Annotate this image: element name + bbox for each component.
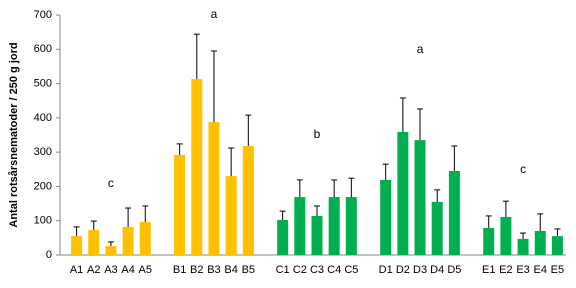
error-bar bbox=[399, 97, 406, 132]
bar bbox=[517, 238, 529, 255]
bar bbox=[277, 220, 289, 255]
annotation: a bbox=[417, 42, 424, 56]
bar bbox=[294, 197, 306, 255]
error-bar bbox=[331, 179, 338, 198]
x-tick-label: B4 bbox=[224, 264, 237, 276]
x-tick-label: A4 bbox=[121, 264, 134, 276]
bar bbox=[328, 197, 340, 255]
error-bar bbox=[142, 205, 149, 223]
annotation: c bbox=[520, 162, 526, 176]
bar bbox=[88, 229, 100, 255]
y-tick-label: 100 bbox=[34, 215, 52, 227]
bar bbox=[105, 246, 117, 255]
bar bbox=[71, 236, 83, 255]
bar bbox=[242, 145, 254, 255]
bar bbox=[483, 227, 495, 255]
x-tick-label: B5 bbox=[242, 264, 255, 276]
bar bbox=[208, 121, 220, 255]
error-bar bbox=[176, 143, 183, 155]
y-tick-label: 300 bbox=[34, 146, 52, 158]
error-bar bbox=[417, 108, 424, 141]
x-tick-label: A3 bbox=[104, 264, 117, 276]
bar bbox=[414, 140, 426, 255]
bar bbox=[534, 231, 546, 255]
x-tick-label: A1 bbox=[70, 264, 83, 276]
y-tick-label: 700 bbox=[34, 9, 52, 21]
x-tick-label: B2 bbox=[190, 264, 203, 276]
y-tick-label: 600 bbox=[34, 43, 52, 55]
annotation: b bbox=[314, 127, 321, 141]
error-bar bbox=[279, 210, 286, 221]
annotation: c bbox=[108, 176, 114, 190]
error-bar bbox=[107, 241, 114, 247]
x-tick-label: C2 bbox=[293, 264, 307, 276]
bar bbox=[551, 236, 563, 255]
x-tick-label: A2 bbox=[87, 264, 100, 276]
y-tick-label: 0 bbox=[46, 249, 52, 261]
error-bar bbox=[502, 200, 509, 217]
error-bar bbox=[434, 189, 441, 202]
bar bbox=[380, 179, 392, 255]
x-tick-label: C1 bbox=[276, 264, 290, 276]
error-bar bbox=[90, 220, 97, 230]
error-bar bbox=[193, 33, 200, 80]
x-tick-label: E2 bbox=[499, 264, 512, 276]
x-tick-label: E1 bbox=[482, 264, 495, 276]
error-bar bbox=[228, 147, 235, 177]
x-tick-label: D5 bbox=[447, 264, 461, 276]
y-axis-title: Antal rotsårsnematoder / 250 g jord bbox=[8, 42, 20, 227]
bar bbox=[225, 176, 237, 255]
error-bar bbox=[382, 163, 389, 180]
x-tick-label: B1 bbox=[173, 264, 186, 276]
bar bbox=[191, 79, 203, 255]
bar bbox=[500, 216, 512, 255]
x-tick-label: E5 bbox=[551, 264, 564, 276]
error-bar bbox=[537, 213, 544, 231]
x-tick-label: D2 bbox=[396, 264, 410, 276]
y-tick-label: 200 bbox=[34, 180, 52, 192]
bar bbox=[397, 131, 409, 255]
x-tick-label: C3 bbox=[310, 264, 324, 276]
bar bbox=[122, 226, 134, 255]
bar bbox=[448, 171, 460, 255]
x-tick-label: E3 bbox=[516, 264, 529, 276]
annotation: a bbox=[211, 7, 218, 21]
x-tick-label: C4 bbox=[327, 264, 341, 276]
x-tick-label: E4 bbox=[534, 264, 547, 276]
x-tick-label: A5 bbox=[139, 264, 152, 276]
bar bbox=[431, 201, 443, 255]
error-bar bbox=[296, 179, 303, 198]
error-bar bbox=[314, 205, 320, 216]
error-bar bbox=[210, 50, 217, 122]
error-bar bbox=[125, 207, 132, 227]
error-bar bbox=[520, 232, 527, 239]
error-bar bbox=[245, 114, 252, 146]
error-bar bbox=[485, 215, 492, 228]
error-bar bbox=[348, 177, 355, 198]
x-tick-label: D3 bbox=[413, 264, 427, 276]
x-tick-label: B3 bbox=[207, 264, 220, 276]
bar bbox=[311, 215, 323, 255]
x-tick-label: D1 bbox=[379, 264, 393, 276]
bar bbox=[139, 222, 151, 255]
error-bar bbox=[73, 226, 80, 237]
error-bar bbox=[451, 145, 458, 171]
error-bar bbox=[554, 228, 561, 237]
x-tick-label: D4 bbox=[430, 264, 444, 276]
bar bbox=[345, 197, 357, 255]
y-tick-label: 400 bbox=[34, 112, 52, 124]
x-tick-label: C5 bbox=[344, 264, 358, 276]
bar bbox=[174, 154, 186, 255]
y-tick-label: 500 bbox=[34, 77, 52, 89]
